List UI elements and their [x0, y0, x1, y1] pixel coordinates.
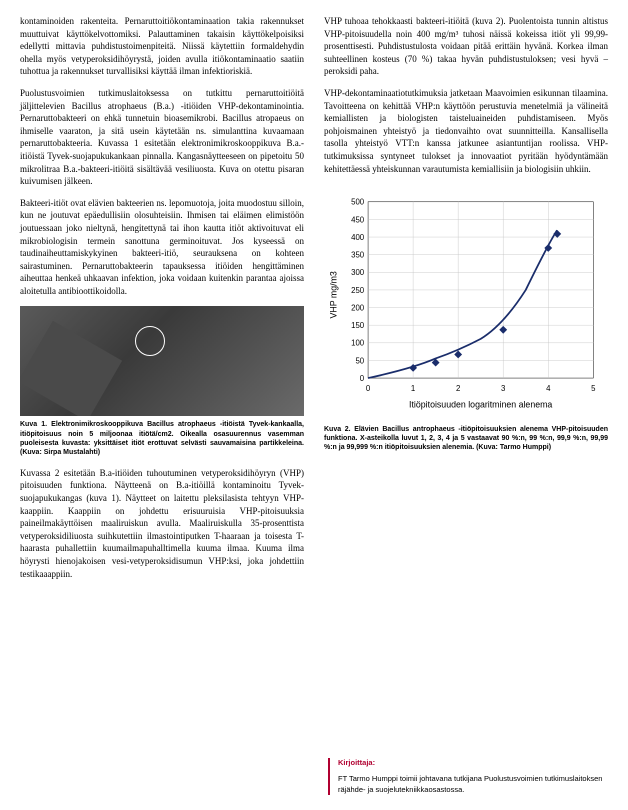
right-column: VHP tuhoaa tehokkaasti bakteeri-itiöitä …: [324, 15, 608, 589]
svg-text:50: 50: [355, 356, 364, 365]
chart-ylabel: VHP mg/m3: [329, 271, 339, 318]
paragraph: Bakteeri-itiöt ovat elävien bakteerien n…: [20, 197, 304, 298]
author-box: Kirjoittaja: FT Tarmo Humppi toimii joht…: [328, 758, 608, 796]
svg-text:450: 450: [351, 215, 365, 224]
svg-text:5: 5: [591, 384, 596, 393]
figure-1-image: [20, 306, 304, 416]
chart-xlabel: Itiöpitoisuuden logaritminen alenema: [409, 400, 552, 410]
figure-2-caption: Kuva 2. Elävien Bacillus antrophaeus -it…: [324, 425, 608, 452]
left-column: kontaminoiden rakenteita. Pernaruttoitiö…: [20, 15, 304, 589]
svg-text:250: 250: [351, 286, 365, 295]
author-body: FT Tarmo Humppi toimii johtavana tutkija…: [338, 774, 608, 795]
svg-text:100: 100: [351, 339, 365, 348]
paragraph: Kuvassa 2 esitetään B.a-itiöiden tuhoutu…: [20, 467, 304, 580]
figure-2-chart: 0 50 100 150 200 250 300 350 400 450 500…: [324, 192, 608, 417]
svg-text:500: 500: [351, 198, 365, 207]
svg-text:200: 200: [351, 304, 365, 313]
figure-1-caption: Kuva 1. Elektronimikroskooppikuva Bacill…: [20, 420, 304, 456]
svg-text:1: 1: [411, 384, 415, 393]
svg-text:3: 3: [501, 384, 506, 393]
svg-text:0: 0: [360, 374, 365, 383]
svg-text:4: 4: [546, 384, 551, 393]
svg-text:0: 0: [366, 384, 371, 393]
svg-text:350: 350: [351, 251, 365, 260]
paragraph: VHP-dekontaminaatiotutkimuksia jatketaan…: [324, 87, 608, 175]
svg-text:400: 400: [351, 233, 365, 242]
paragraph: Puolustusvoimien tutkimuslaitoksessa on …: [20, 87, 304, 188]
svg-text:300: 300: [351, 268, 365, 277]
paragraph: kontaminoiden rakenteita. Pernaruttoitiö…: [20, 15, 304, 78]
paragraph: VHP tuhoaa tehokkaasti bakteeri-itiöitä …: [324, 15, 608, 78]
svg-text:2: 2: [456, 384, 460, 393]
author-title: Kirjoittaja:: [338, 758, 608, 769]
svg-text:150: 150: [351, 321, 365, 330]
